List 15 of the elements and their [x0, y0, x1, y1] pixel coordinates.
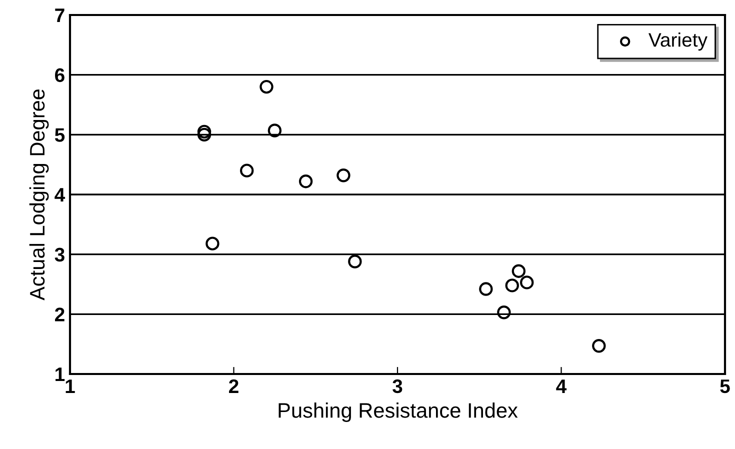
y-tick-label: 5 [54, 128, 65, 142]
x-tick-label: 1 [66, 380, 75, 393]
y-tick-label: 4 [54, 188, 66, 202]
x-tick-label: 2 [229, 379, 238, 393]
x-tick-label: 4 [556, 380, 567, 393]
y-axis-title: Actual Lodging Degree [29, 89, 49, 300]
legend-label: Variety [648, 32, 708, 51]
y-tick-label: 3 [54, 248, 64, 262]
y-tick-label: 1 [56, 368, 65, 382]
y-tick-label: 7 [55, 8, 64, 22]
x-tick-label: 3 [392, 379, 402, 394]
y-tick-label: 6 [55, 68, 64, 82]
x-tick-label: 5 [720, 380, 730, 394]
x-axis-title: Pushing Resistance Index [278, 402, 518, 422]
y-tick-label: 2 [55, 308, 64, 322]
